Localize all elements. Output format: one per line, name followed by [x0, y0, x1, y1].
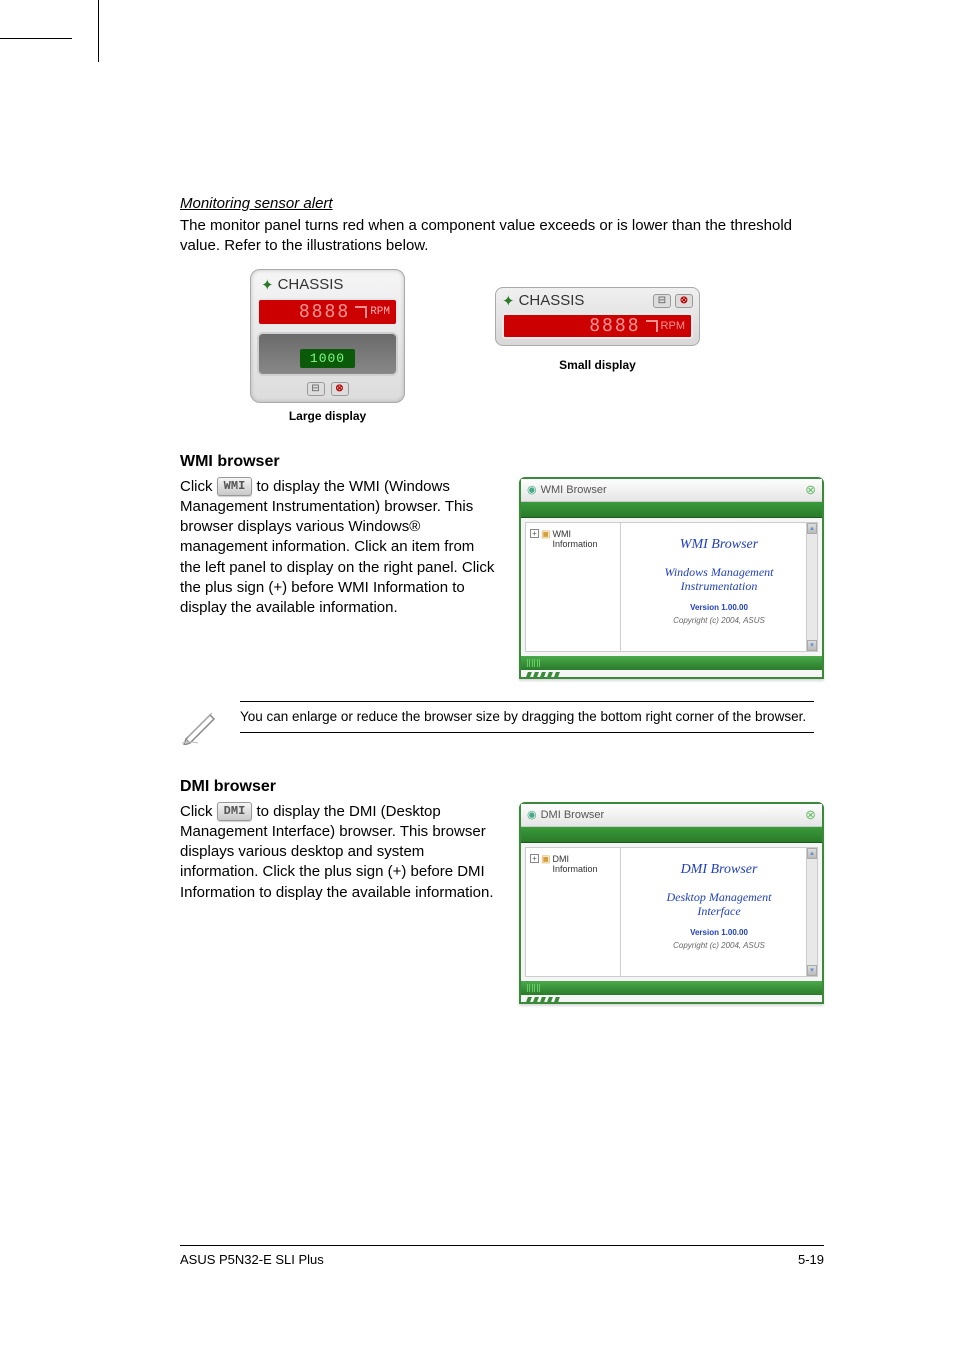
resize-grip-icon[interactable] [521, 670, 822, 677]
wmi-window-col: ◉ WMI Browser ⊗ + ▣ WMI Information WMI … [519, 477, 824, 679]
dmi-window-col: ◉ DMI Browser ⊗ + ▣ DMI Information DMI … [519, 802, 824, 1004]
wmi-browser-window: ◉ WMI Browser ⊗ + ▣ WMI Information WMI … [519, 477, 824, 679]
fan-icon: ✦ [261, 276, 274, 294]
dmi-body-area: + ▣ DMI Information DMI Browser Desktop … [525, 847, 818, 977]
scrollbar[interactable]: ▴ ▾ [806, 848, 817, 976]
large-chassis-panel: ✦ CHASSIS 8888 RPM 1000 ⊟ ⊗ [250, 269, 405, 403]
graph-box: 1000 [257, 332, 398, 376]
dmi-toolbar [521, 827, 822, 843]
dmi-version: Version 1.00.00 [690, 928, 748, 937]
dmi-tree[interactable]: + ▣ DMI Information [526, 848, 621, 976]
wmi-content-title: WMI Browser [680, 537, 758, 553]
wmi-body-area: + ▣ WMI Information WMI Browser Windows … [525, 522, 818, 652]
wmi-two-col: Click WMI to display the WMI (Windows Ma… [180, 477, 824, 679]
dmi-chip-button[interactable]: DMI [217, 802, 253, 820]
window-close-icon[interactable]: ⊗ [805, 807, 816, 823]
dmi-text: Click DMI to display the DMI (Desktop Ma… [180, 802, 499, 903]
readout-segments: 8888 [299, 301, 350, 322]
dmi-content: DMI Browser Desktop Management Interface… [621, 848, 817, 976]
large-display-col: ✦ CHASSIS 8888 RPM 1000 ⊟ ⊗ Large displa… [250, 269, 405, 423]
dmi-window-titlebar: ◉ DMI Browser ⊗ [521, 804, 822, 827]
globe-icon: ◉ [527, 808, 537, 821]
dmi-click: Click [180, 803, 217, 820]
large-title-text: CHASSIS [278, 276, 344, 293]
wmi-tree-label: WMI Information [552, 529, 616, 549]
wmi-body: to display the WMI (Windows Management I… [180, 478, 494, 617]
displays-row: ✦ CHASSIS 8888 RPM 1000 ⊟ ⊗ Large displa… [180, 269, 824, 423]
footer-right: 5-19 [798, 1252, 824, 1267]
small-display-col: ✦ CHASSIS ⊟ ⊗ 8888 RPM Small display [495, 269, 700, 423]
wmi-window-titlebar: ◉ WMI Browser ⊗ [521, 479, 822, 502]
tree-plus-icon[interactable]: + [530, 529, 539, 538]
wmi-click: Click [180, 478, 217, 495]
dmi-window-title: DMI Browser [541, 809, 605, 821]
scrollbar[interactable]: ▴ ▾ [806, 523, 817, 651]
wmi-version: Version 1.00.00 [690, 603, 748, 612]
window-close-icon[interactable]: ⊗ [805, 482, 816, 498]
page-footer: ASUS P5N32-E SLI Plus 5-19 [180, 1245, 824, 1267]
readout-segments: 8888 [589, 315, 640, 336]
small-header: ✦ CHASSIS ⊟ ⊗ [502, 292, 693, 313]
large-panel-title: ✦ CHASSIS [257, 276, 398, 298]
graph-value: 1000 [300, 349, 355, 368]
rpm-label: RPM [370, 306, 390, 318]
dmi-content-title: DMI Browser [681, 862, 758, 878]
dmi-content-sub: Desktop Management Interface [667, 890, 772, 919]
folder-icon: ▣ [541, 529, 550, 540]
note-row: You can enlarge or reduce the browser si… [180, 701, 824, 750]
resize-bar[interactable] [521, 981, 822, 995]
rpm-box-icon [355, 306, 367, 318]
scroll-up-icon[interactable]: ▴ [807, 848, 817, 859]
monitor-alert-body: The monitor panel turns red when a compo… [180, 216, 824, 257]
pencil-note-icon [180, 703, 222, 750]
small-chassis-panel: ✦ CHASSIS ⊟ ⊗ 8888 RPM [495, 287, 700, 346]
dmi-copyright: Copyright (c) 2004, ASUS [673, 941, 765, 950]
collapse-icon[interactable]: ⊟ [307, 382, 325, 396]
scroll-down-icon[interactable]: ▾ [807, 640, 817, 651]
dmi-heading: DMI browser [180, 778, 824, 796]
dmi-two-col: Click DMI to display the DMI (Desktop Ma… [180, 802, 824, 1004]
large-caption: Large display [289, 409, 366, 423]
expand-icon[interactable]: ⊟ [653, 294, 671, 308]
fan-icon: ✦ [502, 292, 515, 310]
small-title-text: CHASSIS [519, 292, 585, 309]
wmi-sub2: Instrumentation [681, 579, 758, 593]
scroll-down-icon[interactable]: ▾ [807, 965, 817, 976]
tree-plus-icon[interactable]: + [530, 854, 539, 863]
large-readout: 8888 RPM [257, 298, 398, 326]
close-icon[interactable]: ⊗ [331, 382, 349, 396]
rpm-box-icon [646, 320, 658, 332]
small-caption: Small display [559, 358, 636, 372]
wmi-toolbar [521, 502, 822, 518]
wmi-heading: WMI browser [180, 453, 824, 471]
dmi-sub1: Desktop Management [667, 890, 772, 904]
dmi-browser-window: ◉ DMI Browser ⊗ + ▣ DMI Information DMI … [519, 802, 824, 1004]
page-content: Monitoring sensor alert The monitor pane… [0, 0, 954, 1004]
large-panel-footer: ⊟ ⊗ [257, 382, 398, 396]
wmi-window-title: WMI Browser [541, 484, 607, 496]
close-icon[interactable]: ⊗ [675, 294, 693, 308]
wmi-copyright: Copyright (c) 2004, ASUS [673, 616, 765, 625]
wmi-chip-button[interactable]: WMI [217, 477, 253, 495]
dmi-tree-label: DMI Information [552, 854, 616, 874]
globe-icon: ◉ [527, 483, 537, 496]
resize-grip-icon[interactable] [521, 995, 822, 1002]
footer-left: ASUS P5N32-E SLI Plus [180, 1252, 324, 1267]
wmi-tree[interactable]: + ▣ WMI Information [526, 523, 621, 651]
resize-bar[interactable] [521, 656, 822, 670]
note-text: You can enlarge or reduce the browser si… [240, 701, 814, 733]
scroll-up-icon[interactable]: ▴ [807, 523, 817, 534]
small-readout: 8888 RPM [502, 313, 693, 339]
monitor-alert-heading: Monitoring sensor alert [180, 195, 824, 212]
wmi-sub1: Windows Management [665, 565, 774, 579]
wmi-content-sub: Windows Management Instrumentation [665, 565, 774, 594]
wmi-text: Click WMI to display the WMI (Windows Ma… [180, 477, 499, 619]
folder-icon: ▣ [541, 854, 550, 865]
wmi-content: WMI Browser Windows Management Instrumen… [621, 523, 817, 651]
dmi-sub2: Interface [697, 904, 740, 918]
rpm-label: RPM [661, 320, 685, 332]
